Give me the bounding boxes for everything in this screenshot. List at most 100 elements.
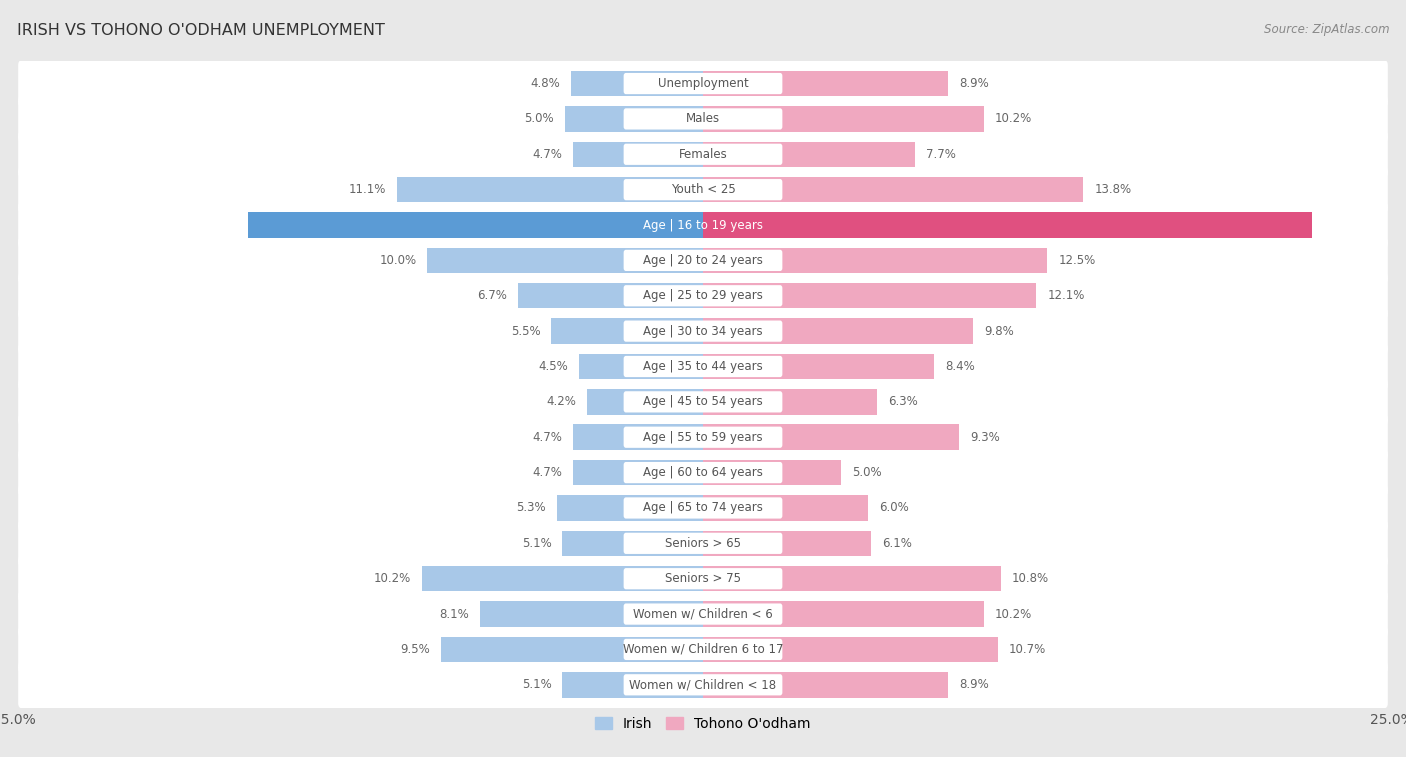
Text: Age | 65 to 74 years: Age | 65 to 74 years: [643, 501, 763, 515]
Text: 9.5%: 9.5%: [401, 643, 430, 656]
Bar: [579, 354, 703, 379]
Text: 4.7%: 4.7%: [533, 466, 562, 479]
Text: 12.1%: 12.1%: [1047, 289, 1085, 302]
FancyBboxPatch shape: [18, 307, 1388, 355]
Text: Males: Males: [686, 113, 720, 126]
Text: 6.3%: 6.3%: [887, 395, 917, 408]
Bar: [703, 177, 1083, 202]
FancyBboxPatch shape: [624, 639, 782, 660]
FancyBboxPatch shape: [18, 590, 1388, 637]
Text: Age | 35 to 44 years: Age | 35 to 44 years: [643, 360, 763, 373]
Text: 6.0%: 6.0%: [879, 501, 910, 515]
Bar: [571, 71, 703, 96]
Text: Seniors > 65: Seniors > 65: [665, 537, 741, 550]
Text: 11.1%: 11.1%: [349, 183, 387, 196]
Bar: [588, 389, 703, 415]
Bar: [703, 495, 869, 521]
Text: Females: Females: [679, 148, 727, 160]
FancyBboxPatch shape: [624, 427, 782, 448]
FancyBboxPatch shape: [18, 95, 1388, 142]
FancyBboxPatch shape: [18, 343, 1388, 390]
Text: 5.1%: 5.1%: [522, 678, 551, 691]
Bar: [703, 283, 1036, 309]
Text: Age | 55 to 59 years: Age | 55 to 59 years: [643, 431, 763, 444]
FancyBboxPatch shape: [624, 285, 782, 307]
FancyBboxPatch shape: [18, 378, 1388, 425]
FancyBboxPatch shape: [624, 356, 782, 377]
Bar: [703, 71, 948, 96]
Text: 10.0%: 10.0%: [380, 254, 416, 267]
FancyBboxPatch shape: [624, 674, 782, 696]
FancyBboxPatch shape: [18, 626, 1388, 673]
Text: 6.7%: 6.7%: [478, 289, 508, 302]
Bar: [703, 672, 948, 697]
Text: 5.3%: 5.3%: [516, 501, 546, 515]
Text: 5.5%: 5.5%: [510, 325, 540, 338]
Text: 5.0%: 5.0%: [524, 113, 554, 126]
Bar: [557, 495, 703, 521]
Text: 12.5%: 12.5%: [1059, 254, 1095, 267]
Text: Age | 16 to 19 years: Age | 16 to 19 years: [643, 219, 763, 232]
FancyBboxPatch shape: [624, 179, 782, 201]
Text: Age | 30 to 34 years: Age | 30 to 34 years: [643, 325, 763, 338]
Bar: [703, 531, 872, 556]
FancyBboxPatch shape: [18, 413, 1388, 461]
Text: 10.2%: 10.2%: [995, 113, 1032, 126]
FancyBboxPatch shape: [18, 166, 1388, 213]
Text: Women w/ Children < 18: Women w/ Children < 18: [630, 678, 776, 691]
FancyBboxPatch shape: [624, 391, 782, 413]
Bar: [703, 212, 1312, 238]
Text: 10.7%: 10.7%: [1010, 643, 1046, 656]
Bar: [703, 248, 1047, 273]
Text: 6.1%: 6.1%: [882, 537, 912, 550]
Text: 4.7%: 4.7%: [533, 431, 562, 444]
FancyBboxPatch shape: [624, 320, 782, 341]
Text: 8.1%: 8.1%: [439, 608, 468, 621]
Text: 13.8%: 13.8%: [1094, 183, 1132, 196]
FancyBboxPatch shape: [18, 555, 1388, 603]
FancyBboxPatch shape: [18, 201, 1388, 248]
Text: 9.3%: 9.3%: [970, 431, 1000, 444]
Bar: [703, 106, 984, 132]
Bar: [249, 212, 703, 238]
Text: Youth < 25: Youth < 25: [671, 183, 735, 196]
Bar: [703, 566, 1001, 591]
FancyBboxPatch shape: [18, 237, 1388, 284]
Text: Women w/ Children < 6: Women w/ Children < 6: [633, 608, 773, 621]
Text: Women w/ Children 6 to 17: Women w/ Children 6 to 17: [623, 643, 783, 656]
Text: Age | 45 to 54 years: Age | 45 to 54 years: [643, 395, 763, 408]
Bar: [441, 637, 703, 662]
FancyBboxPatch shape: [624, 108, 782, 129]
FancyBboxPatch shape: [624, 144, 782, 165]
Bar: [479, 601, 703, 627]
FancyBboxPatch shape: [624, 462, 782, 483]
Bar: [427, 248, 703, 273]
Text: Age | 20 to 24 years: Age | 20 to 24 years: [643, 254, 763, 267]
Text: Unemployment: Unemployment: [658, 77, 748, 90]
FancyBboxPatch shape: [18, 520, 1388, 567]
FancyBboxPatch shape: [624, 568, 782, 589]
FancyBboxPatch shape: [18, 661, 1388, 709]
Bar: [703, 637, 998, 662]
Text: 7.7%: 7.7%: [927, 148, 956, 160]
Text: 5.1%: 5.1%: [522, 537, 551, 550]
Text: Age | 60 to 64 years: Age | 60 to 64 years: [643, 466, 763, 479]
Legend: Irish, Tohono O'odham: Irish, Tohono O'odham: [589, 712, 817, 737]
Text: 4.8%: 4.8%: [530, 77, 560, 90]
Text: Seniors > 75: Seniors > 75: [665, 572, 741, 585]
Bar: [703, 425, 959, 450]
Text: 4.7%: 4.7%: [533, 148, 562, 160]
FancyBboxPatch shape: [18, 272, 1388, 319]
Text: 10.2%: 10.2%: [374, 572, 411, 585]
Text: 4.5%: 4.5%: [538, 360, 568, 373]
Bar: [574, 142, 703, 167]
FancyBboxPatch shape: [624, 603, 782, 625]
FancyBboxPatch shape: [624, 73, 782, 94]
Bar: [396, 177, 703, 202]
Bar: [703, 601, 984, 627]
Text: 8.9%: 8.9%: [959, 77, 988, 90]
FancyBboxPatch shape: [18, 484, 1388, 531]
Bar: [703, 142, 915, 167]
Text: 22.1%: 22.1%: [1323, 219, 1364, 232]
Text: 5.0%: 5.0%: [852, 466, 882, 479]
